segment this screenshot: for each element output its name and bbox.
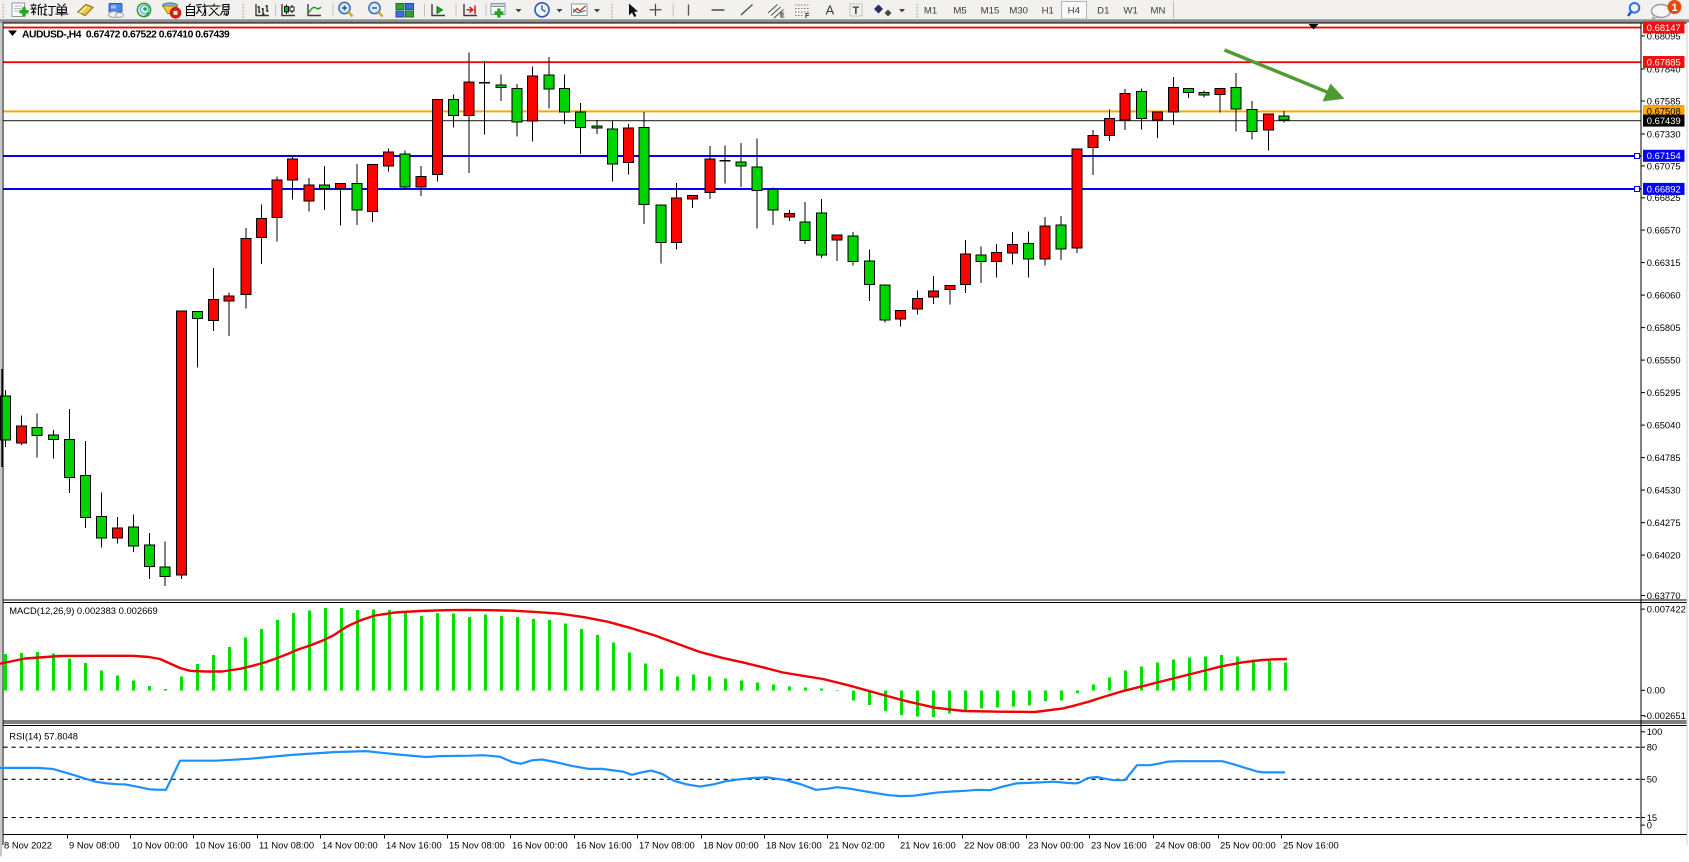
svg-text:M15: M15 (981, 6, 1000, 17)
svg-text:0.00: 0.00 (1647, 685, 1665, 696)
svg-text:M1: M1 (924, 6, 937, 17)
svg-text:0.67840: 0.67840 (1647, 63, 1681, 74)
svg-text:0.65040: 0.65040 (1647, 420, 1681, 431)
svg-text:0.66892: 0.66892 (1647, 183, 1681, 194)
svg-text:0.67439: 0.67439 (1647, 115, 1681, 126)
svg-text:0.66060: 0.66060 (1647, 290, 1681, 301)
svg-text:16 Nov 00:00: 16 Nov 00:00 (512, 840, 568, 851)
svg-text:M5: M5 (953, 6, 966, 17)
svg-text:22 Nov 08:00: 22 Nov 08:00 (964, 840, 1020, 851)
svg-text:25 Nov 00:00: 25 Nov 00:00 (1220, 840, 1276, 851)
svg-text:H1: H1 (1042, 6, 1054, 17)
svg-text:0.66570: 0.66570 (1647, 225, 1681, 236)
svg-text:18 Nov 16:00: 18 Nov 16:00 (766, 840, 822, 851)
svg-text:D1: D1 (1097, 6, 1109, 17)
svg-text:11 Nov 08:00: 11 Nov 08:00 (259, 840, 314, 851)
svg-text:0.67585: 0.67585 (1647, 95, 1681, 106)
svg-text:MN: MN (1151, 6, 1166, 17)
svg-text:0.68095: 0.68095 (1647, 30, 1681, 41)
svg-text:0: 0 (1647, 820, 1652, 831)
svg-text:H4: H4 (1068, 6, 1081, 17)
svg-text:10 Nov 00:00: 10 Nov 00:00 (132, 840, 188, 851)
svg-text:80: 80 (1647, 742, 1657, 753)
svg-text:25 Nov 16:00: 25 Nov 16:00 (1283, 840, 1339, 851)
svg-text:16 Nov 16:00: 16 Nov 16:00 (576, 840, 632, 851)
svg-text:0.66825: 0.66825 (1647, 192, 1681, 203)
svg-text:21 Nov 02:00: 21 Nov 02:00 (829, 840, 885, 851)
svg-text:23 Nov 16:00: 23 Nov 16:00 (1091, 840, 1147, 851)
svg-text:17 Nov 08:00: 17 Nov 08:00 (639, 840, 695, 851)
svg-text:RSI(14) 57.8048: RSI(14) 57.8048 (9, 731, 78, 742)
svg-text:MACD(12,26,9) 0.002383 0.00266: MACD(12,26,9) 0.002383 0.002669 (9, 605, 158, 616)
svg-text:0.67330: 0.67330 (1647, 128, 1681, 139)
svg-text:0.65295: 0.65295 (1647, 387, 1681, 398)
svg-text:E: E (780, 13, 785, 20)
svg-text:F: F (805, 13, 810, 20)
svg-text:21 Nov 16:00: 21 Nov 16:00 (900, 840, 956, 851)
svg-text:9 Nov 08:00: 9 Nov 08:00 (69, 840, 120, 851)
svg-text:8 Nov 2022: 8 Nov 2022 (4, 840, 52, 851)
svg-text:0.66315: 0.66315 (1647, 257, 1681, 268)
svg-text:0.65550: 0.65550 (1647, 355, 1681, 366)
svg-text:0.64020: 0.64020 (1647, 550, 1681, 561)
svg-text:A: A (826, 3, 835, 18)
svg-text:0.67075: 0.67075 (1647, 160, 1681, 171)
svg-text:14 Nov 16:00: 14 Nov 16:00 (386, 840, 442, 851)
svg-text:0.64530: 0.64530 (1647, 485, 1681, 496)
svg-text:18 Nov 00:00: 18 Nov 00:00 (703, 840, 759, 851)
svg-text:10 Nov 16:00: 10 Nov 16:00 (195, 840, 251, 851)
svg-text:AUDUSD-,H4 0.67472 0.67522 0.: AUDUSD-,H4 0.67472 0.67522 0.67410 0.674… (22, 29, 230, 40)
svg-text:0.64785: 0.64785 (1647, 452, 1681, 463)
svg-text:T: T (853, 5, 860, 17)
svg-text:0.64275: 0.64275 (1647, 517, 1681, 528)
svg-text:15: 15 (1647, 812, 1657, 823)
svg-text:1: 1 (1671, 2, 1677, 14)
svg-text:24 Nov 08:00: 24 Nov 08:00 (1155, 840, 1211, 851)
svg-text:0.67154: 0.67154 (1647, 150, 1681, 161)
svg-text:23 Nov 00:00: 23 Nov 00:00 (1028, 840, 1084, 851)
svg-text:-0.002651: -0.002651 (1644, 710, 1686, 721)
svg-text:W1: W1 (1123, 6, 1137, 17)
svg-text:50: 50 (1647, 774, 1657, 785)
svg-text:14 Nov 00:00: 14 Nov 00:00 (322, 840, 378, 851)
svg-text:0.67885: 0.67885 (1647, 56, 1681, 67)
svg-text:100: 100 (1647, 726, 1663, 737)
svg-text:0.68147: 0.68147 (1647, 22, 1681, 33)
svg-text:0.63770: 0.63770 (1647, 590, 1681, 601)
svg-text:0.007422: 0.007422 (1647, 604, 1686, 615)
svg-text:0.67508: 0.67508 (1647, 105, 1681, 116)
svg-text:0.65805: 0.65805 (1647, 322, 1681, 333)
svg-text:15 Nov 08:00: 15 Nov 08:00 (449, 840, 505, 851)
svg-text:M30: M30 (1009, 6, 1028, 17)
